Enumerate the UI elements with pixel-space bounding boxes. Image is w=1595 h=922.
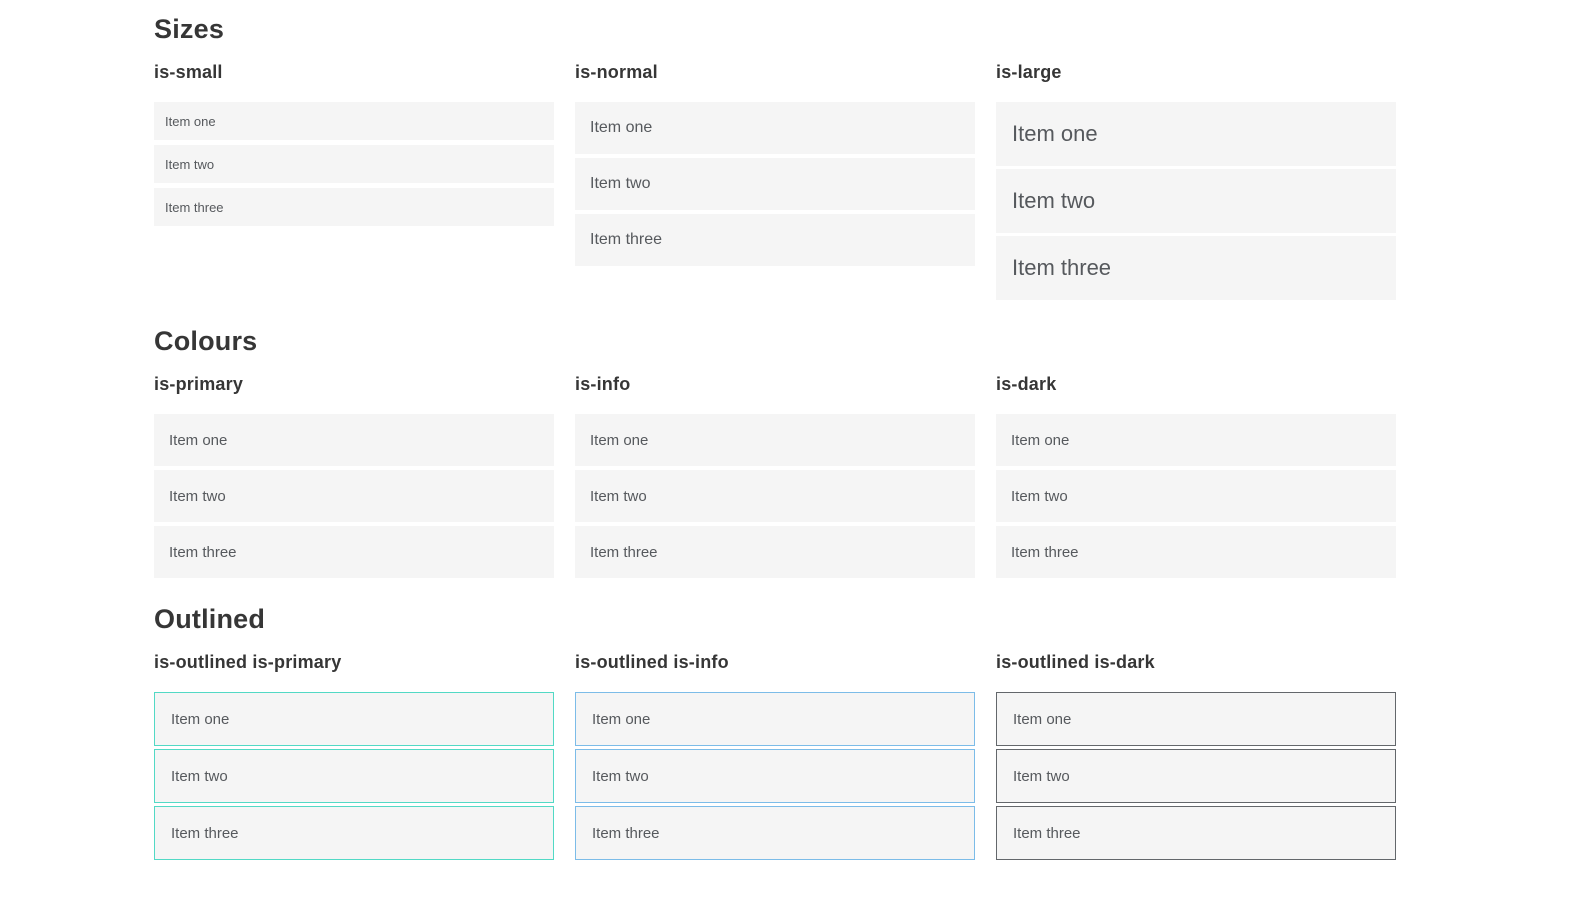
group-label: is-outlined is-primary [154,652,342,673]
group-label: is-small [154,62,223,83]
section-title-colours: Colours [154,326,258,357]
block-list-color-dark: Item one Item two Item three [996,414,1396,579]
list-item[interactable]: Item two [154,470,554,523]
list-item[interactable]: Item one [996,102,1396,167]
list-item[interactable]: Item three [154,188,554,227]
section-groups: is-outlined is-primary Item one Item two… [154,651,1397,861]
list-item[interactable]: Item two [154,145,554,184]
list-item[interactable]: Item one [575,414,975,467]
section-title-outlined: Outlined [154,604,266,635]
list-item[interactable]: Item three [996,236,1396,301]
section-outlined: Outlined is-outlined is-primary Item one… [154,604,1397,861]
list-group-color-info: is-info Item one Item two Item three [575,373,975,579]
list-item[interactable]: Item one [154,692,554,747]
list-item[interactable]: Item two [575,749,975,804]
list-item[interactable]: Item three [154,526,554,579]
block-list-outlined-primary: Item one Item two Item three [154,692,554,861]
list-group-outlined-primary: is-outlined is-primary Item one Item two… [154,651,554,861]
block-list-outlined-info: Item one Item two Item three [575,692,975,861]
list-group-color-dark: is-dark Item one Item two Item three [996,373,1396,579]
list-group-outlined-dark: is-outlined is-dark Item one Item two It… [996,651,1396,861]
section-sizes: Sizes is-small Item one Item two Item th… [154,14,1397,301]
list-item[interactable]: Item one [154,414,554,467]
section-colours: Colours is-primary Item one Item two Ite… [154,326,1397,579]
group-label: is-normal [575,62,658,83]
list-item[interactable]: Item three [575,526,975,579]
group-label: is-dark [996,374,1057,395]
list-item[interactable]: Item two [575,470,975,523]
block-list-size-large: Item one Item two Item three [996,102,1396,301]
list-item[interactable]: Item one [575,102,975,155]
list-item[interactable]: Item three [996,526,1396,579]
list-item[interactable]: Item two [996,749,1396,804]
list-item[interactable]: Item one [154,102,554,141]
list-item[interactable]: Item two [154,749,554,804]
group-label: is-outlined is-info [575,652,729,673]
list-item[interactable]: Item two [575,158,975,211]
list-item[interactable]: Item three [575,214,975,267]
list-group-outlined-info: is-outlined is-info Item one Item two It… [575,651,975,861]
list-item[interactable]: Item one [575,692,975,747]
group-label: is-info [575,374,631,395]
list-group-size-small: is-small Item one Item two Item three [154,61,554,227]
list-item[interactable]: Item two [996,169,1396,234]
section-groups: is-primary Item one Item two Item three … [154,373,1397,579]
list-item[interactable]: Item one [996,692,1396,747]
section-groups: is-small Item one Item two Item three is… [154,61,1397,301]
block-list-color-primary: Item one Item two Item three [154,414,554,579]
block-list-color-info: Item one Item two Item three [575,414,975,579]
list-group-size-large: is-large Item one Item two Item three [996,61,1396,301]
section-title-sizes: Sizes [154,14,225,44]
group-label: is-outlined is-dark [996,652,1155,673]
list-group-size-normal: is-normal Item one Item two Item three [575,61,975,267]
list-item[interactable]: Item three [996,806,1396,861]
list-item[interactable]: Item three [575,806,975,861]
block-list-size-normal: Item one Item two Item three [575,102,975,267]
group-label: is-large [996,62,1062,83]
list-item[interactable]: Item two [996,470,1396,523]
block-list-outlined-dark: Item one Item two Item three [996,692,1396,861]
block-list-size-small: Item one Item two Item three [154,102,554,227]
list-item[interactable]: Item one [996,414,1396,467]
group-label: is-primary [154,374,244,395]
list-item[interactable]: Item three [154,806,554,861]
list-group-color-primary: is-primary Item one Item two Item three [154,373,554,579]
